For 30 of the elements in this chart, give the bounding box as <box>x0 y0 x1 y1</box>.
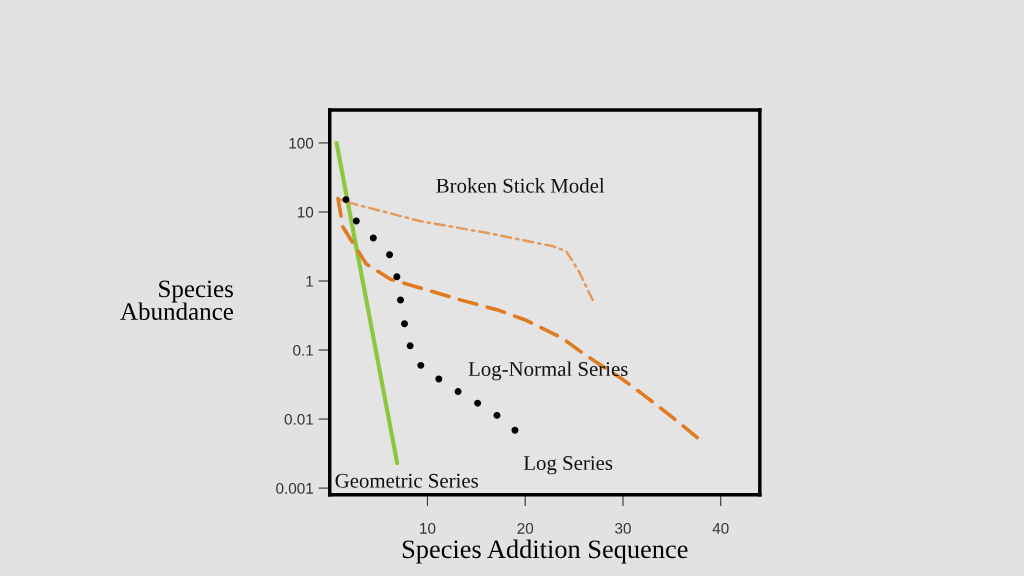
point <box>401 320 408 328</box>
y-tick-label: 0.1 <box>293 344 314 356</box>
point <box>406 342 414 350</box>
y-axis-title: Species Abundance <box>120 280 233 320</box>
series-label: Log Series <box>523 456 613 475</box>
series-label: Log-Normal Series <box>468 361 628 381</box>
y-tick-label: 10 <box>297 206 314 218</box>
y-tick-label: 0.001 <box>276 482 314 494</box>
point <box>386 251 394 259</box>
point <box>393 273 401 281</box>
point <box>474 399 482 407</box>
point <box>397 296 404 304</box>
point <box>435 375 443 383</box>
y-tick-label: 100 <box>289 137 314 149</box>
point <box>352 217 360 225</box>
point <box>454 388 462 396</box>
series-label: Broken Stick Model <box>436 178 605 193</box>
series-label: Geometric Series <box>335 473 478 488</box>
x-axis-title: Species Addition Sequence <box>402 539 688 564</box>
x-tick-label: 40 <box>712 522 729 534</box>
point <box>342 196 350 204</box>
x-tick-label: 30 <box>615 522 631 534</box>
x-tick-label: 10 <box>420 522 436 534</box>
point <box>417 361 425 369</box>
x-tick-label: 20 <box>517 522 534 534</box>
y-tick-label: 0.01 <box>284 413 314 425</box>
point <box>511 426 519 434</box>
point <box>493 411 501 419</box>
point <box>369 234 377 242</box>
y-tick-label: 1 <box>306 276 314 287</box>
